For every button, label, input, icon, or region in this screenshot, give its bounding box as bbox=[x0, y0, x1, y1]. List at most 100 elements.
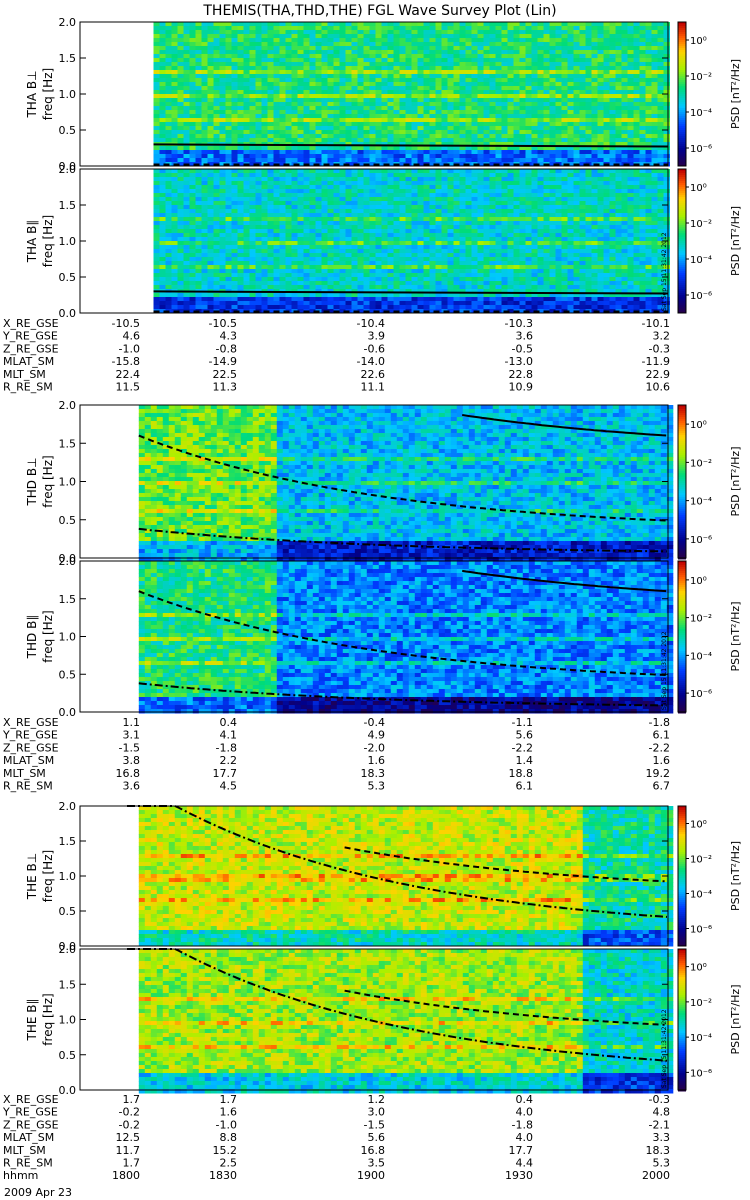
spectrogram-cell bbox=[448, 257, 455, 262]
spectrogram-cell bbox=[172, 78, 179, 83]
spectrogram-cell bbox=[388, 154, 395, 159]
spectrogram-cell bbox=[556, 110, 563, 115]
spectrogram-cell bbox=[280, 34, 287, 39]
spectrogram-cell bbox=[448, 50, 455, 55]
spectrogram-cell bbox=[310, 193, 317, 198]
spectrogram-cell bbox=[238, 269, 245, 274]
spectrogram-cell bbox=[412, 269, 419, 274]
spectrogram-cell bbox=[208, 94, 215, 99]
spectrogram-cell bbox=[436, 257, 443, 262]
spectrogram-cell bbox=[214, 281, 221, 286]
spectrogram-cell bbox=[274, 62, 281, 67]
spectrogram-cell bbox=[514, 154, 521, 159]
spectrogram-cell bbox=[514, 34, 521, 39]
spectrogram-cell bbox=[298, 26, 305, 31]
spectrogram-cell bbox=[406, 42, 413, 47]
spectrogram-cell bbox=[646, 150, 653, 155]
spectrogram-cell bbox=[244, 277, 251, 282]
spectrogram-cell bbox=[202, 213, 209, 218]
spectrogram-cell bbox=[436, 22, 443, 27]
spectrogram-cell bbox=[502, 58, 509, 63]
spectrogram-cell bbox=[340, 158, 347, 163]
spectrogram-cell bbox=[190, 114, 197, 119]
spectrogram-cell bbox=[304, 217, 311, 222]
spectrogram-cell bbox=[442, 30, 449, 35]
spectrogram-cell bbox=[232, 106, 239, 111]
spectrogram-cell bbox=[328, 265, 335, 270]
spectrogram-cell bbox=[448, 146, 455, 151]
spectrogram-cell bbox=[322, 265, 329, 270]
spectrogram-cell bbox=[328, 201, 335, 206]
spectrogram-cell bbox=[358, 205, 365, 210]
spectrogram-cell bbox=[448, 30, 455, 35]
spectrogram-cell bbox=[442, 74, 449, 79]
spectrogram-cell bbox=[190, 54, 197, 59]
spectrogram-cell bbox=[214, 173, 221, 178]
spectrogram-cell bbox=[568, 78, 575, 83]
spectrogram-cell bbox=[370, 273, 377, 278]
spectrogram-cell bbox=[538, 62, 545, 67]
spectrogram-cell bbox=[334, 189, 341, 194]
spectrogram-cell bbox=[340, 189, 347, 194]
spectrogram-cell bbox=[622, 94, 629, 99]
spectrogram-cell bbox=[406, 34, 413, 39]
spectrogram-cell bbox=[328, 261, 335, 266]
spectrogram-cell bbox=[454, 154, 461, 159]
spectrogram-cell bbox=[160, 154, 167, 159]
spectrogram-cell bbox=[442, 253, 449, 258]
spectrogram-cell bbox=[280, 217, 287, 222]
spectrogram-cell bbox=[238, 134, 245, 139]
spectrogram-cell bbox=[328, 229, 335, 234]
spectrogram-cell bbox=[364, 189, 371, 194]
spectrogram-cell bbox=[430, 285, 437, 290]
spectrogram-cell bbox=[400, 82, 407, 87]
spectrogram-cell bbox=[448, 213, 455, 218]
spectrogram-cell bbox=[640, 62, 647, 67]
spectrogram-cell bbox=[586, 58, 593, 63]
spectrogram-cell bbox=[268, 245, 275, 250]
spectrogram-cell bbox=[256, 42, 263, 47]
spectrogram-cell bbox=[262, 86, 269, 91]
spectrogram-cell bbox=[322, 78, 329, 83]
spectrogram-cell bbox=[268, 118, 275, 123]
spectrogram-cell bbox=[598, 50, 605, 55]
spectrogram-cell bbox=[268, 138, 275, 143]
spectrogram-cell bbox=[154, 82, 161, 87]
spectrogram-cell bbox=[268, 126, 275, 131]
spectrogram-cell bbox=[358, 181, 365, 186]
spectrogram-cell bbox=[562, 74, 569, 79]
spectrogram-cell bbox=[298, 38, 305, 43]
spectrogram-cell bbox=[640, 54, 647, 59]
spectrogram-cell bbox=[388, 249, 395, 254]
spectrogram-cell bbox=[628, 126, 635, 131]
spectrogram-cell bbox=[442, 54, 449, 59]
spectrogram-cell bbox=[196, 241, 203, 246]
spectrogram-cell bbox=[220, 42, 227, 47]
spectrogram-cell bbox=[490, 70, 497, 75]
spectrogram-cell bbox=[196, 86, 203, 91]
spectrogram-cell bbox=[430, 181, 437, 186]
spectrogram-cell bbox=[340, 241, 347, 246]
spectrogram-cell bbox=[358, 169, 365, 174]
spectrogram-cell bbox=[604, 158, 611, 163]
spectrogram-cell bbox=[262, 158, 269, 163]
spectrogram-cell bbox=[328, 78, 335, 83]
spectrogram-cell bbox=[556, 70, 563, 75]
spectrogram-cell bbox=[442, 94, 449, 99]
spectrogram-cell bbox=[202, 90, 209, 95]
spectrogram-cell bbox=[448, 277, 455, 282]
spectrogram-cell bbox=[520, 46, 527, 51]
spectrogram-cell bbox=[280, 185, 287, 190]
spectrogram-cell bbox=[370, 146, 377, 151]
spectrogram-cell bbox=[376, 185, 383, 190]
spectrogram-cell bbox=[184, 118, 191, 123]
spectrogram-cell bbox=[346, 285, 353, 290]
spectrogram-cell bbox=[550, 106, 557, 111]
spectrogram-cell bbox=[292, 257, 299, 262]
spectrogram-cell bbox=[376, 233, 383, 238]
spectrogram-cell bbox=[562, 54, 569, 59]
spectrogram-cell bbox=[160, 181, 167, 186]
spectrogram-cell bbox=[172, 110, 179, 115]
spectrogram-cell bbox=[214, 154, 221, 159]
spectrogram-cell bbox=[400, 106, 407, 111]
